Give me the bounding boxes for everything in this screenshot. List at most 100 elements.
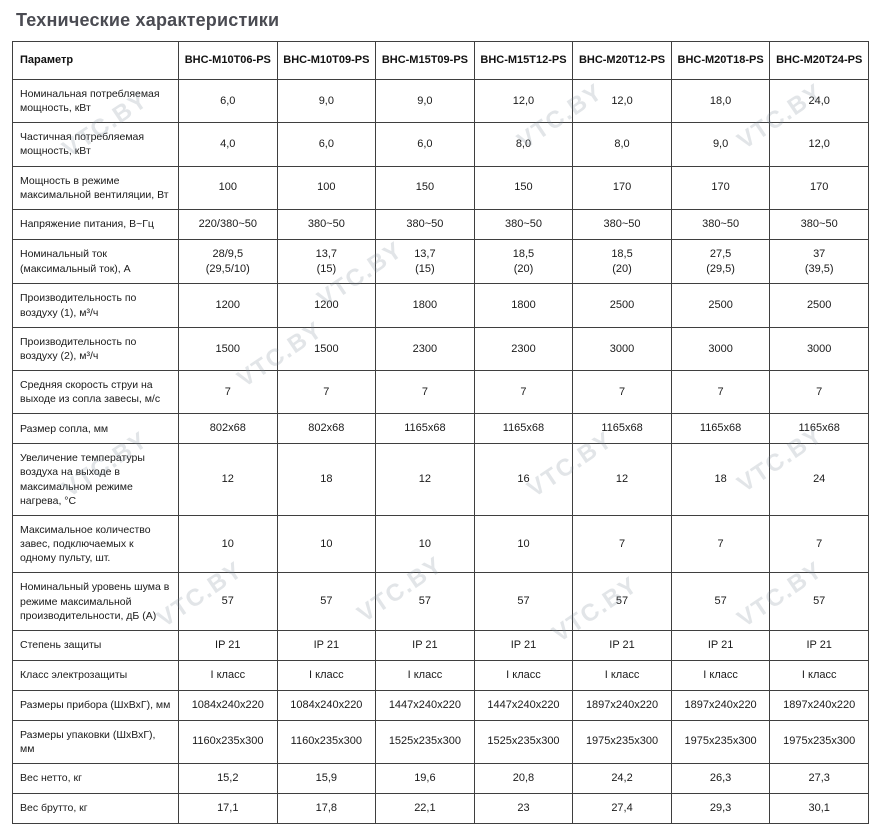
value-cell: 18 (276, 443, 377, 516)
param-cell: Размеры прибора (ШхВхГ), мм (12, 689, 179, 721)
value-cell: 57 (572, 572, 672, 631)
value-cell: 8,0 (572, 122, 672, 167)
value-cell: 1165х68 (769, 413, 869, 445)
value-cell: 7 (178, 370, 278, 415)
table-row: Размеры упаковки (ШхВхГ), мм 1160х235х300… (12, 719, 869, 764)
value-cell: 6,0 (276, 122, 377, 167)
value-cell: 1975х235х300 (572, 719, 672, 764)
value-cell: 380~50 (473, 208, 574, 240)
table-row: Класс электрозащиты I класс I класс I класс… (12, 659, 869, 691)
value-cell: 22,1 (375, 792, 475, 824)
value-cell: 13,7 (15) (375, 238, 475, 285)
value-cell: I класс (375, 659, 475, 691)
table-row: Частичная потребляемая мощность, кВт 4,0 6… (12, 122, 869, 167)
param-column-header: Параметр (12, 41, 179, 80)
value-cell: 9,0 (670, 122, 771, 167)
table-row: Производительность по воздуху (2), м³/ч 1… (12, 326, 869, 372)
model-column-header: ВНС-М10Т09-PS (276, 41, 377, 80)
param-cell: Частичная потребляемая мощность, кВт (12, 122, 179, 167)
value-cell: 802х68 (178, 413, 278, 445)
value-cell: 1084х240х220 (276, 689, 377, 721)
value-cell: 9,0 (276, 78, 377, 124)
param-cell: Вес нетто, кг (12, 762, 179, 794)
value-cell: 380~50 (276, 208, 377, 240)
value-cell: 18,5 (20) (473, 238, 574, 285)
value-cell: 2300 (473, 326, 574, 372)
value-cell: 220/380~50 (178, 208, 278, 240)
model-column-header: ВНС-М15Т09-PS (375, 41, 475, 80)
footnote: * Дизайн приобретенного Вами прибора мож… (12, 836, 869, 839)
param-cell: Производительность по воздуху (2), м³/ч (12, 326, 179, 372)
value-cell: I класс (670, 659, 771, 691)
value-cell: 10 (375, 514, 475, 574)
value-cell: 1525х235х300 (473, 719, 574, 764)
param-cell: Номинальный уровень шума в режиме максим… (12, 572, 179, 631)
table-row: Максимальное количество завес, подключае… (12, 514, 869, 574)
table-row: Увеличение температуры воздуха на выходе… (12, 443, 869, 516)
value-cell: 57 (276, 572, 377, 631)
value-cell: 1500 (276, 326, 377, 372)
param-cell: Вес брутто, кг (12, 792, 179, 824)
value-cell: 3000 (670, 326, 771, 372)
value-cell: 12,0 (769, 122, 869, 167)
table-row: Степень защиты IP 21 IP 21 IP 21 IP 21 IP 21 I… (12, 630, 869, 661)
table-row: Вес нетто, кг 15,2 15,9 19,6 20,8 24,2 26,3 27,… (12, 762, 869, 794)
value-cell: 1160х235х300 (276, 719, 377, 764)
value-cell: 12 (572, 443, 672, 516)
value-cell: 7 (572, 370, 672, 415)
value-cell: 18,0 (670, 78, 771, 124)
value-cell: 1800 (473, 283, 574, 328)
value-cell: 380~50 (375, 208, 475, 240)
value-cell: 10 (473, 514, 574, 574)
value-cell: 2500 (769, 283, 869, 328)
table-row: Производительность по воздуху (1), м³/ч 1… (12, 283, 869, 328)
value-cell: 15,9 (276, 762, 377, 794)
value-cell: 1165х68 (375, 413, 475, 445)
value-cell: 16 (473, 443, 574, 516)
value-cell: 24 (769, 443, 869, 516)
value-cell: 12,0 (473, 78, 574, 124)
value-cell: 3000 (572, 326, 672, 372)
table-body: Номинальная потребляемая мощность, кВт 6,… (12, 78, 869, 824)
value-cell: IP 21 (178, 630, 278, 661)
param-cell: Размер сопла, мм (12, 413, 179, 445)
value-cell: IP 21 (572, 630, 672, 661)
value-cell: 28/9,5 (29,5/10) (178, 238, 278, 285)
value-cell: 10 (276, 514, 377, 574)
value-cell: 12 (375, 443, 475, 516)
value-cell: 26,3 (670, 762, 771, 794)
value-cell: 1500 (178, 326, 278, 372)
value-cell: 27,5 (29,5) (670, 238, 771, 285)
table-row: Номинальная потребляемая мощность, кВт 6,… (12, 78, 869, 124)
value-cell: 23 (473, 792, 574, 824)
value-cell: 10 (178, 514, 278, 574)
value-cell: 19,6 (375, 762, 475, 794)
value-cell: 1897х240х220 (670, 689, 771, 721)
value-cell: IP 21 (769, 630, 869, 661)
param-cell: Номинальная потребляемая мощность, кВт (12, 78, 179, 124)
value-cell: 57 (769, 572, 869, 631)
value-cell: 1447х240х220 (473, 689, 574, 721)
table-row: Мощность в режиме максимальной вентиляци… (12, 165, 869, 210)
value-cell: I класс (178, 659, 278, 691)
value-cell: 7 (769, 514, 869, 574)
value-cell: 30,1 (769, 792, 869, 824)
value-cell: 170 (769, 165, 869, 210)
value-cell: 13,7 (15) (276, 238, 377, 285)
value-cell: 57 (670, 572, 771, 631)
spec-table: Параметр ВНС-М10Т06-PS ВНС-М10Т09-PS ВНС-М… (12, 41, 869, 824)
value-cell: I класс (769, 659, 869, 691)
value-cell: 170 (572, 165, 672, 210)
value-cell: 18 (670, 443, 771, 516)
table-row: Напряжение питания, В~Гц 220/380~50 380~50… (12, 208, 869, 240)
value-cell: 7 (670, 370, 771, 415)
value-cell: 150 (473, 165, 574, 210)
value-cell: 2500 (670, 283, 771, 328)
table-row: Номинальный ток (максимальный ток), А 28/… (12, 238, 869, 285)
value-cell: 6,0 (178, 78, 278, 124)
value-cell: 1165х68 (473, 413, 574, 445)
value-cell: 17,1 (178, 792, 278, 824)
value-cell: 27,3 (769, 762, 869, 794)
value-cell: 1975х235х300 (670, 719, 771, 764)
